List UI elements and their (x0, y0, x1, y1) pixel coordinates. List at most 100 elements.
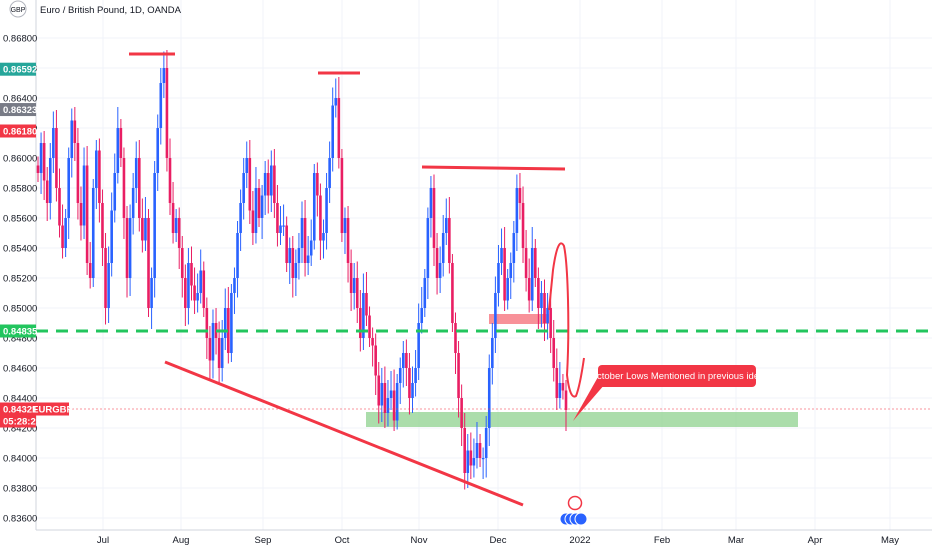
x-ticks: Jul Aug Sep Oct Nov Dec 2022 Feb Mar Apr May (97, 535, 899, 546)
y-tick-label: 0.85000 (3, 304, 37, 315)
price-badge (0, 124, 36, 138)
candle-body (435, 248, 439, 278)
candle-body (534, 248, 537, 278)
candle-body (368, 315, 371, 338)
x-tick-label: Nov (411, 535, 428, 546)
candle-body (279, 225, 282, 233)
candle-body (457, 353, 460, 398)
y-tick-label: 0.84200 (3, 424, 37, 435)
candle-body (365, 293, 368, 316)
candle-body (429, 188, 433, 218)
candle-body (346, 218, 350, 263)
candle-body (380, 383, 384, 406)
candle-body (208, 338, 212, 361)
x-tick-label: Feb (654, 535, 670, 546)
callout-pointer (573, 377, 605, 421)
candle-body (518, 188, 522, 203)
candle-body (270, 165, 273, 196)
candle-body (444, 218, 448, 233)
candle-body (52, 128, 55, 158)
price-badge-text: 0.86323 (3, 105, 37, 116)
candle-body (540, 293, 543, 308)
y-tick-label: 0.86800 (3, 34, 37, 45)
x-tick-label: May (881, 535, 899, 546)
y-tick-label: 0.83800 (3, 484, 37, 495)
candle-body (398, 368, 402, 383)
candle-body (177, 218, 181, 248)
candle-body (451, 263, 454, 323)
candle-body (239, 203, 242, 233)
candle-body (254, 188, 258, 233)
candle-body (294, 263, 298, 278)
candle-body (494, 293, 497, 338)
candle-body (174, 218, 178, 233)
candle-body (337, 98, 341, 158)
y-tick-label: 0.85600 (3, 214, 37, 225)
candle-body (487, 368, 491, 428)
candle-body (512, 233, 516, 263)
support-zone (366, 412, 798, 427)
event-icon-stack-4[interactable] (574, 512, 588, 526)
candle-body (70, 120, 74, 158)
candle-body (134, 158, 138, 188)
candle-body (325, 188, 328, 233)
candle-body (141, 218, 144, 241)
candle-body (223, 308, 227, 338)
candle-body (552, 338, 556, 368)
candle-body (128, 218, 132, 278)
candle-body (257, 188, 261, 218)
candle-body (91, 188, 95, 278)
candle-body (67, 158, 70, 218)
price-badge-text: 05:28:25 (3, 417, 42, 428)
candle-body (199, 270, 202, 293)
projection-path (548, 242, 585, 398)
candle-body (233, 278, 236, 293)
y-tick-label: 0.86400 (3, 94, 37, 105)
candle-body (227, 308, 230, 353)
candle-body (466, 450, 470, 473)
candles (36, 50, 568, 490)
candle-body (55, 128, 58, 188)
candle-body (266, 173, 270, 196)
currency-icon[interactable] (9, 0, 27, 18)
currency-icon-text: GBP (11, 7, 26, 14)
candle-body (481, 458, 485, 460)
x-tick-label: Mar (728, 535, 744, 546)
candle-body (417, 323, 420, 368)
candle-body (116, 128, 120, 173)
candle-body (61, 225, 64, 248)
candle-body (156, 128, 160, 173)
candle-body (432, 188, 436, 248)
candle-body (537, 278, 540, 308)
event-icons[interactable] (559, 495, 588, 526)
y-tick-label: 0.84000 (3, 454, 37, 465)
y-tick-label: 0.83600 (3, 514, 37, 525)
grid (36, 0, 932, 530)
candle-body (319, 195, 322, 241)
candle-body (355, 278, 359, 308)
candle-body (180, 248, 184, 278)
event-icon-top[interactable] (567, 495, 583, 511)
header: GBP Euro / British Pound, 1D, OANDA (9, 0, 182, 18)
symbol-badge-text: EURGBP (32, 405, 73, 416)
candle-body (420, 308, 424, 323)
candle-body (220, 338, 224, 368)
x-tick-label: Jul (97, 535, 109, 546)
candle-body (349, 263, 353, 293)
candle-body (377, 375, 381, 406)
candle-body (558, 383, 562, 398)
x-tick-label: Sep (255, 535, 272, 546)
candle-body (362, 293, 365, 338)
candle-body (392, 390, 396, 421)
candle-body (303, 218, 307, 263)
candle-body (282, 225, 285, 227)
candle-body (42, 143, 46, 181)
candle-body (48, 158, 52, 203)
candle-body (414, 368, 417, 383)
candle-body (98, 150, 101, 203)
candle-body (73, 120, 77, 143)
zones (366, 314, 798, 427)
candle-body (300, 218, 304, 248)
